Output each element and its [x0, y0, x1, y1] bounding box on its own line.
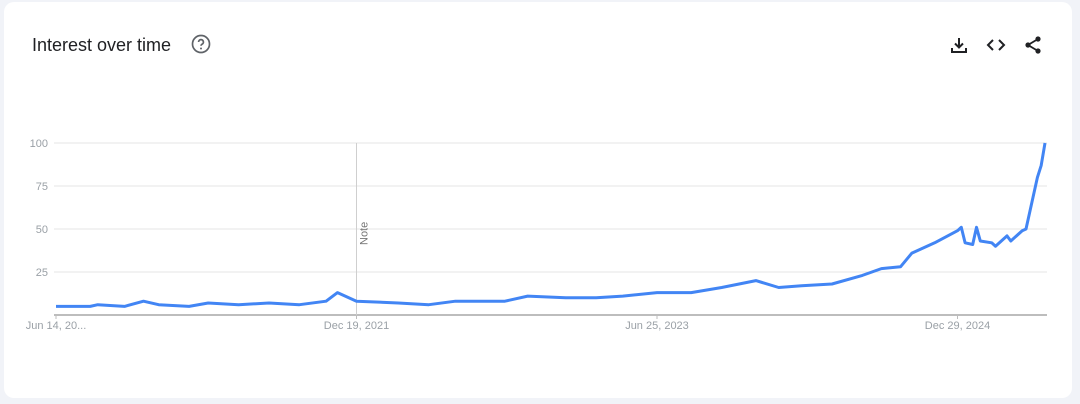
note-label: Note: [359, 222, 371, 245]
series-line: [56, 142, 1047, 308]
y-tick-label: 25: [36, 267, 48, 279]
y-tick-label: 50: [36, 224, 48, 236]
x-tick-label: Dec 29, 2024: [925, 320, 990, 332]
y-tick-label: 100: [30, 138, 48, 150]
y-tick-label: 75: [36, 181, 48, 193]
help-icon[interactable]: [191, 34, 211, 54]
share-icon[interactable]: [1022, 34, 1044, 56]
x-tick-label: Jun 25, 2023: [625, 320, 689, 332]
x-tick-label: Jun 14, 20...: [26, 320, 87, 332]
download-icon[interactable]: [948, 34, 970, 56]
embed-code-icon[interactable]: [985, 34, 1007, 56]
x-tick-label: Dec 19, 2021: [324, 320, 389, 332]
card-title: Interest over time: [32, 35, 172, 55]
interest-over-time-card: Interest over time: [4, 2, 1072, 398]
